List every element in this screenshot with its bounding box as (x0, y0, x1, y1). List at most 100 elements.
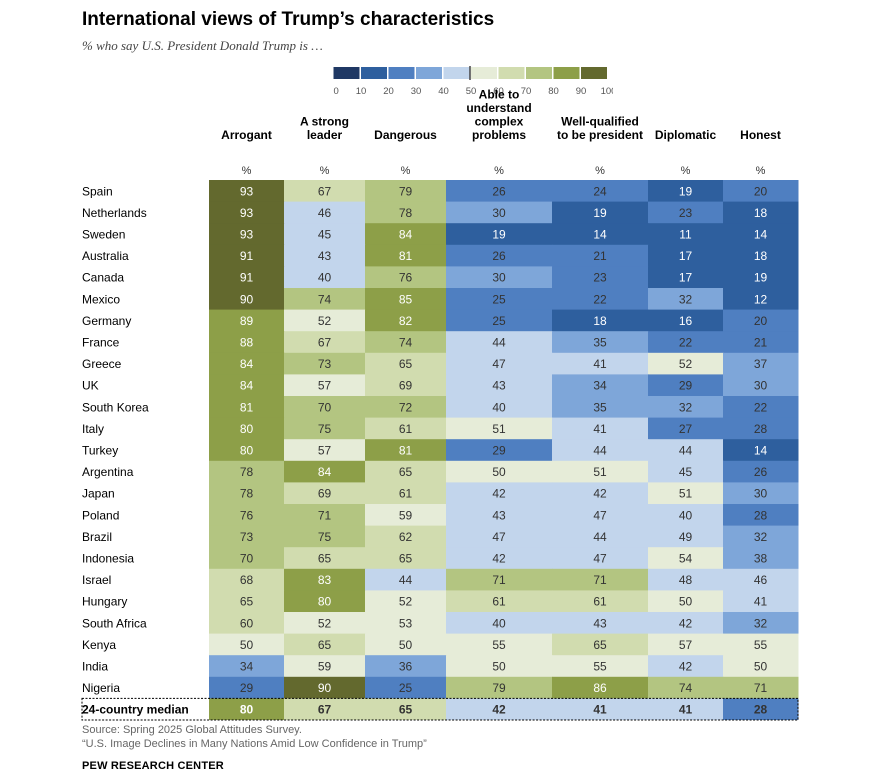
heatmap-cell (209, 374, 285, 397)
median-value-label: 65 (399, 703, 413, 717)
cell-value-label: 28 (754, 508, 768, 522)
cell-value-label: 46 (754, 573, 768, 587)
heatmap-cell (723, 223, 799, 246)
legend-tick-label: 70 (521, 86, 532, 97)
heatmap-cell (446, 676, 553, 699)
row-label: Australia (82, 249, 129, 263)
heatmap-cell (365, 525, 447, 548)
cell-value-label: 43 (492, 508, 506, 522)
cell-value-label: 50 (492, 465, 506, 479)
heatmap-cell (209, 266, 285, 289)
heatmap-cell (552, 223, 649, 246)
percent-unit-label: % (494, 165, 504, 177)
cell-value-label: 65 (593, 638, 607, 652)
heatmap-cell (648, 180, 724, 203)
row-label: Japan (82, 487, 115, 501)
heatmap-cell (446, 439, 553, 462)
heatmap-cell (365, 417, 447, 440)
cell-value-label: 65 (399, 465, 413, 479)
heatmap-cell (209, 396, 285, 419)
heatmap-cell (648, 547, 724, 570)
row-label: Germany (82, 314, 131, 328)
heatmap-cell (284, 655, 366, 678)
cell-value-label: 25 (399, 681, 413, 695)
heatmap-cell (723, 266, 799, 289)
column-header: Arrogant (221, 128, 272, 142)
heatmap-cell (723, 288, 799, 311)
heatmap-cell (284, 676, 366, 699)
heatmap-cell (209, 590, 285, 613)
cell-value-label: 41 (593, 422, 607, 436)
cell-value-label: 50 (240, 638, 254, 652)
cell-value-label: 47 (492, 357, 506, 371)
cell-value-label: 30 (754, 379, 768, 393)
cell-value-label: 46 (318, 206, 332, 220)
heatmap-cell (209, 417, 285, 440)
heatmap-cell (552, 288, 649, 311)
row-label: Mexico (82, 292, 120, 306)
column-header-line: complex (475, 115, 524, 129)
heatmap-cell (648, 482, 724, 505)
heatmap-cell (209, 439, 285, 462)
row-label: Hungary (82, 595, 127, 609)
heatmap-cell (284, 590, 366, 613)
heatmap-cell (284, 482, 366, 505)
heatmap-cell (446, 482, 553, 505)
heatmap-cell (446, 590, 553, 613)
cell-value-label: 19 (754, 271, 768, 285)
median-value-label: 41 (679, 703, 693, 717)
percent-unit-label: % (242, 165, 252, 177)
cell-value-label: 30 (492, 271, 506, 285)
heatmap-cell (552, 482, 649, 505)
heatmap-cell (723, 612, 799, 635)
heatmap-cell (446, 288, 553, 311)
cell-value-label: 76 (399, 271, 413, 285)
heatmap-cell (365, 504, 447, 527)
heatmap-cell (446, 396, 553, 419)
cell-value-label: 40 (492, 616, 506, 630)
legend-tick-label: 20 (383, 86, 394, 97)
heatmap-cell (723, 504, 799, 527)
cell-value-label: 32 (754, 530, 768, 544)
heatmap-cell (723, 655, 799, 678)
heatmap-cell (209, 482, 285, 505)
heatmap-cell (648, 374, 724, 397)
column-header-line: understand (466, 101, 531, 115)
cell-value-label: 42 (492, 552, 506, 566)
median-row-outline (81, 697, 799, 721)
heatmap-cell (284, 396, 366, 419)
row-label: Canada (82, 271, 124, 285)
heatmap-cell (446, 266, 553, 289)
cell-value-label: 71 (318, 508, 332, 522)
cell-value-label: 86 (593, 681, 607, 695)
cell-value-label: 61 (492, 595, 506, 609)
heatmap-cell (723, 396, 799, 419)
cell-value-label: 45 (318, 228, 332, 242)
heatmap-cell (552, 374, 649, 397)
heatmap-cell (648, 568, 724, 591)
cell-value-label: 55 (593, 660, 607, 674)
cell-value-label: 91 (240, 249, 254, 263)
report-title: “U.S. Image Declines in Many Nations Ami… (82, 738, 427, 750)
heatmap-cell (365, 547, 447, 570)
heatmap-cell (365, 396, 447, 419)
heatmap-cell (648, 590, 724, 613)
column-header-line: problems (472, 128, 526, 142)
organization-name: PEW RESEARCH CENTER (82, 760, 224, 772)
heatmap-cell (446, 504, 553, 527)
heatmap-cell (209, 331, 285, 354)
cell-value-label: 19 (492, 228, 506, 242)
heatmap-cell (365, 244, 447, 267)
legend-swatch-60-70 (498, 67, 525, 79)
cell-value-label: 65 (240, 595, 254, 609)
heatmap-cell (446, 201, 553, 224)
heatmap-cell (552, 547, 649, 570)
heatmap-cell (648, 676, 724, 699)
heatmap-cell (552, 655, 649, 678)
heatmap-cell (209, 504, 285, 527)
heatmap-cell (284, 417, 366, 440)
cell-value-label: 76 (240, 508, 254, 522)
cell-value-label: 65 (399, 552, 413, 566)
cell-value-label: 61 (593, 595, 607, 609)
heatmap-cell (446, 568, 553, 591)
